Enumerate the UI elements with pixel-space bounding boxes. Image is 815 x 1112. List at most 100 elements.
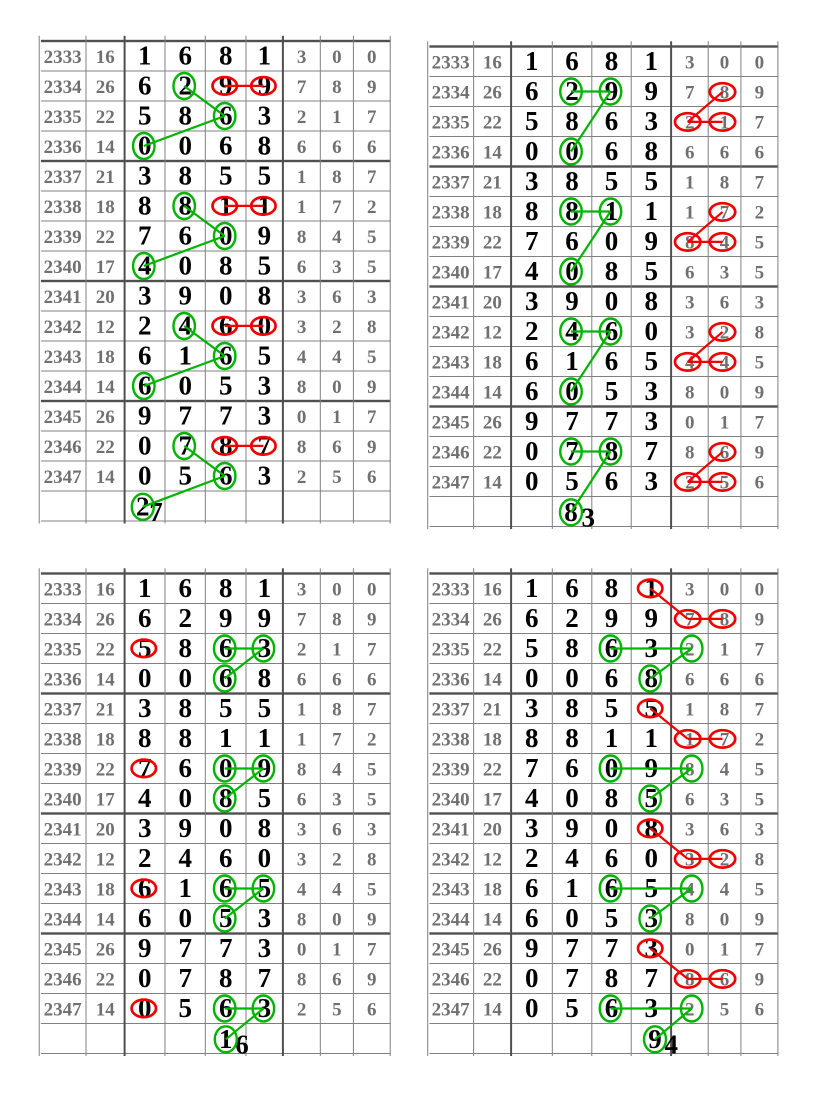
svg-text:2: 2 xyxy=(138,843,152,873)
svg-text:8: 8 xyxy=(565,166,579,196)
svg-text:2345: 2345 xyxy=(44,407,82,428)
svg-text:5: 5 xyxy=(644,166,658,196)
svg-text:6: 6 xyxy=(367,670,377,691)
svg-text:12: 12 xyxy=(96,317,115,338)
svg-text:9: 9 xyxy=(367,970,377,991)
svg-text:3: 3 xyxy=(258,400,272,430)
svg-text:4: 4 xyxy=(332,347,342,368)
svg-text:3: 3 xyxy=(367,820,377,841)
svg-text:2336: 2336 xyxy=(44,137,82,158)
svg-text:6: 6 xyxy=(219,843,233,873)
svg-text:2: 2 xyxy=(297,640,307,661)
svg-text:8: 8 xyxy=(685,910,695,931)
svg-text:5: 5 xyxy=(219,370,233,400)
svg-text:2347: 2347 xyxy=(432,473,471,494)
svg-text:2: 2 xyxy=(138,310,152,340)
svg-text:1: 1 xyxy=(720,113,730,134)
svg-text:0: 0 xyxy=(219,813,233,843)
svg-text:0: 0 xyxy=(525,993,539,1023)
svg-text:3: 3 xyxy=(685,323,695,344)
svg-text:21: 21 xyxy=(96,700,115,721)
svg-text:7: 7 xyxy=(565,933,579,963)
svg-text:2334: 2334 xyxy=(44,610,83,631)
svg-text:6: 6 xyxy=(235,1029,249,1059)
svg-text:5: 5 xyxy=(367,257,377,278)
svg-text:18: 18 xyxy=(483,353,502,374)
svg-text:8: 8 xyxy=(605,46,619,76)
svg-text:0: 0 xyxy=(525,436,539,466)
svg-text:1: 1 xyxy=(297,730,307,751)
svg-text:4: 4 xyxy=(332,880,342,901)
svg-text:3: 3 xyxy=(525,813,539,843)
svg-text:0: 0 xyxy=(332,377,342,398)
svg-text:8: 8 xyxy=(219,40,233,70)
svg-text:8: 8 xyxy=(720,610,730,631)
svg-text:3: 3 xyxy=(258,633,272,663)
svg-text:9: 9 xyxy=(178,280,192,310)
svg-text:6: 6 xyxy=(367,1000,377,1021)
svg-text:3: 3 xyxy=(297,317,307,338)
svg-text:0: 0 xyxy=(720,53,730,74)
svg-text:8: 8 xyxy=(258,663,272,693)
svg-text:16: 16 xyxy=(96,580,115,601)
svg-text:0: 0 xyxy=(755,580,765,601)
svg-text:5: 5 xyxy=(258,250,272,280)
svg-text:9: 9 xyxy=(367,437,377,458)
svg-text:7: 7 xyxy=(367,940,377,961)
svg-text:0: 0 xyxy=(755,53,765,74)
svg-text:6: 6 xyxy=(332,820,342,841)
svg-text:2337: 2337 xyxy=(432,700,471,721)
svg-text:5: 5 xyxy=(219,160,233,190)
svg-text:4: 4 xyxy=(332,227,342,248)
svg-text:2338: 2338 xyxy=(44,197,82,218)
svg-text:9: 9 xyxy=(525,933,539,963)
svg-text:0: 0 xyxy=(685,413,695,434)
svg-text:6: 6 xyxy=(525,603,539,633)
svg-text:7: 7 xyxy=(297,77,307,98)
svg-text:2336: 2336 xyxy=(44,670,82,691)
svg-text:5: 5 xyxy=(565,466,579,496)
svg-text:7: 7 xyxy=(685,83,695,104)
svg-text:17: 17 xyxy=(483,263,503,284)
svg-text:0: 0 xyxy=(178,370,192,400)
svg-text:6: 6 xyxy=(367,137,377,158)
svg-text:22: 22 xyxy=(96,107,115,128)
svg-text:8: 8 xyxy=(219,963,233,993)
svg-text:2: 2 xyxy=(565,603,579,633)
svg-text:7: 7 xyxy=(685,610,695,631)
svg-text:7: 7 xyxy=(367,167,377,188)
svg-text:16: 16 xyxy=(483,580,502,601)
svg-text:0: 0 xyxy=(297,407,307,428)
svg-text:2: 2 xyxy=(297,467,307,488)
svg-text:18: 18 xyxy=(96,880,115,901)
svg-text:26: 26 xyxy=(96,940,115,961)
svg-text:16: 16 xyxy=(483,53,502,74)
svg-text:14: 14 xyxy=(483,383,503,404)
svg-text:8: 8 xyxy=(178,100,192,130)
svg-text:6: 6 xyxy=(138,70,152,100)
svg-text:6: 6 xyxy=(605,316,619,346)
svg-text:4: 4 xyxy=(525,256,539,286)
svg-text:8: 8 xyxy=(297,760,307,781)
svg-text:0: 0 xyxy=(644,843,658,873)
svg-text:0: 0 xyxy=(605,226,619,256)
svg-text:8: 8 xyxy=(720,173,730,194)
svg-text:2: 2 xyxy=(720,323,730,344)
svg-text:5: 5 xyxy=(258,160,272,190)
svg-text:0: 0 xyxy=(219,220,233,250)
svg-text:9: 9 xyxy=(755,443,765,464)
svg-text:1: 1 xyxy=(720,640,730,661)
svg-text:6: 6 xyxy=(605,663,619,693)
svg-text:2: 2 xyxy=(367,197,377,218)
svg-text:2340: 2340 xyxy=(44,790,82,811)
svg-text:20: 20 xyxy=(96,820,115,841)
svg-text:8: 8 xyxy=(258,813,272,843)
svg-text:2346: 2346 xyxy=(432,970,470,991)
svg-text:2342: 2342 xyxy=(44,317,82,338)
svg-text:2347: 2347 xyxy=(44,467,83,488)
svg-text:7: 7 xyxy=(565,963,579,993)
svg-text:14: 14 xyxy=(96,910,116,931)
svg-text:8: 8 xyxy=(178,693,192,723)
svg-text:7: 7 xyxy=(297,610,307,631)
svg-text:2345: 2345 xyxy=(432,940,470,961)
